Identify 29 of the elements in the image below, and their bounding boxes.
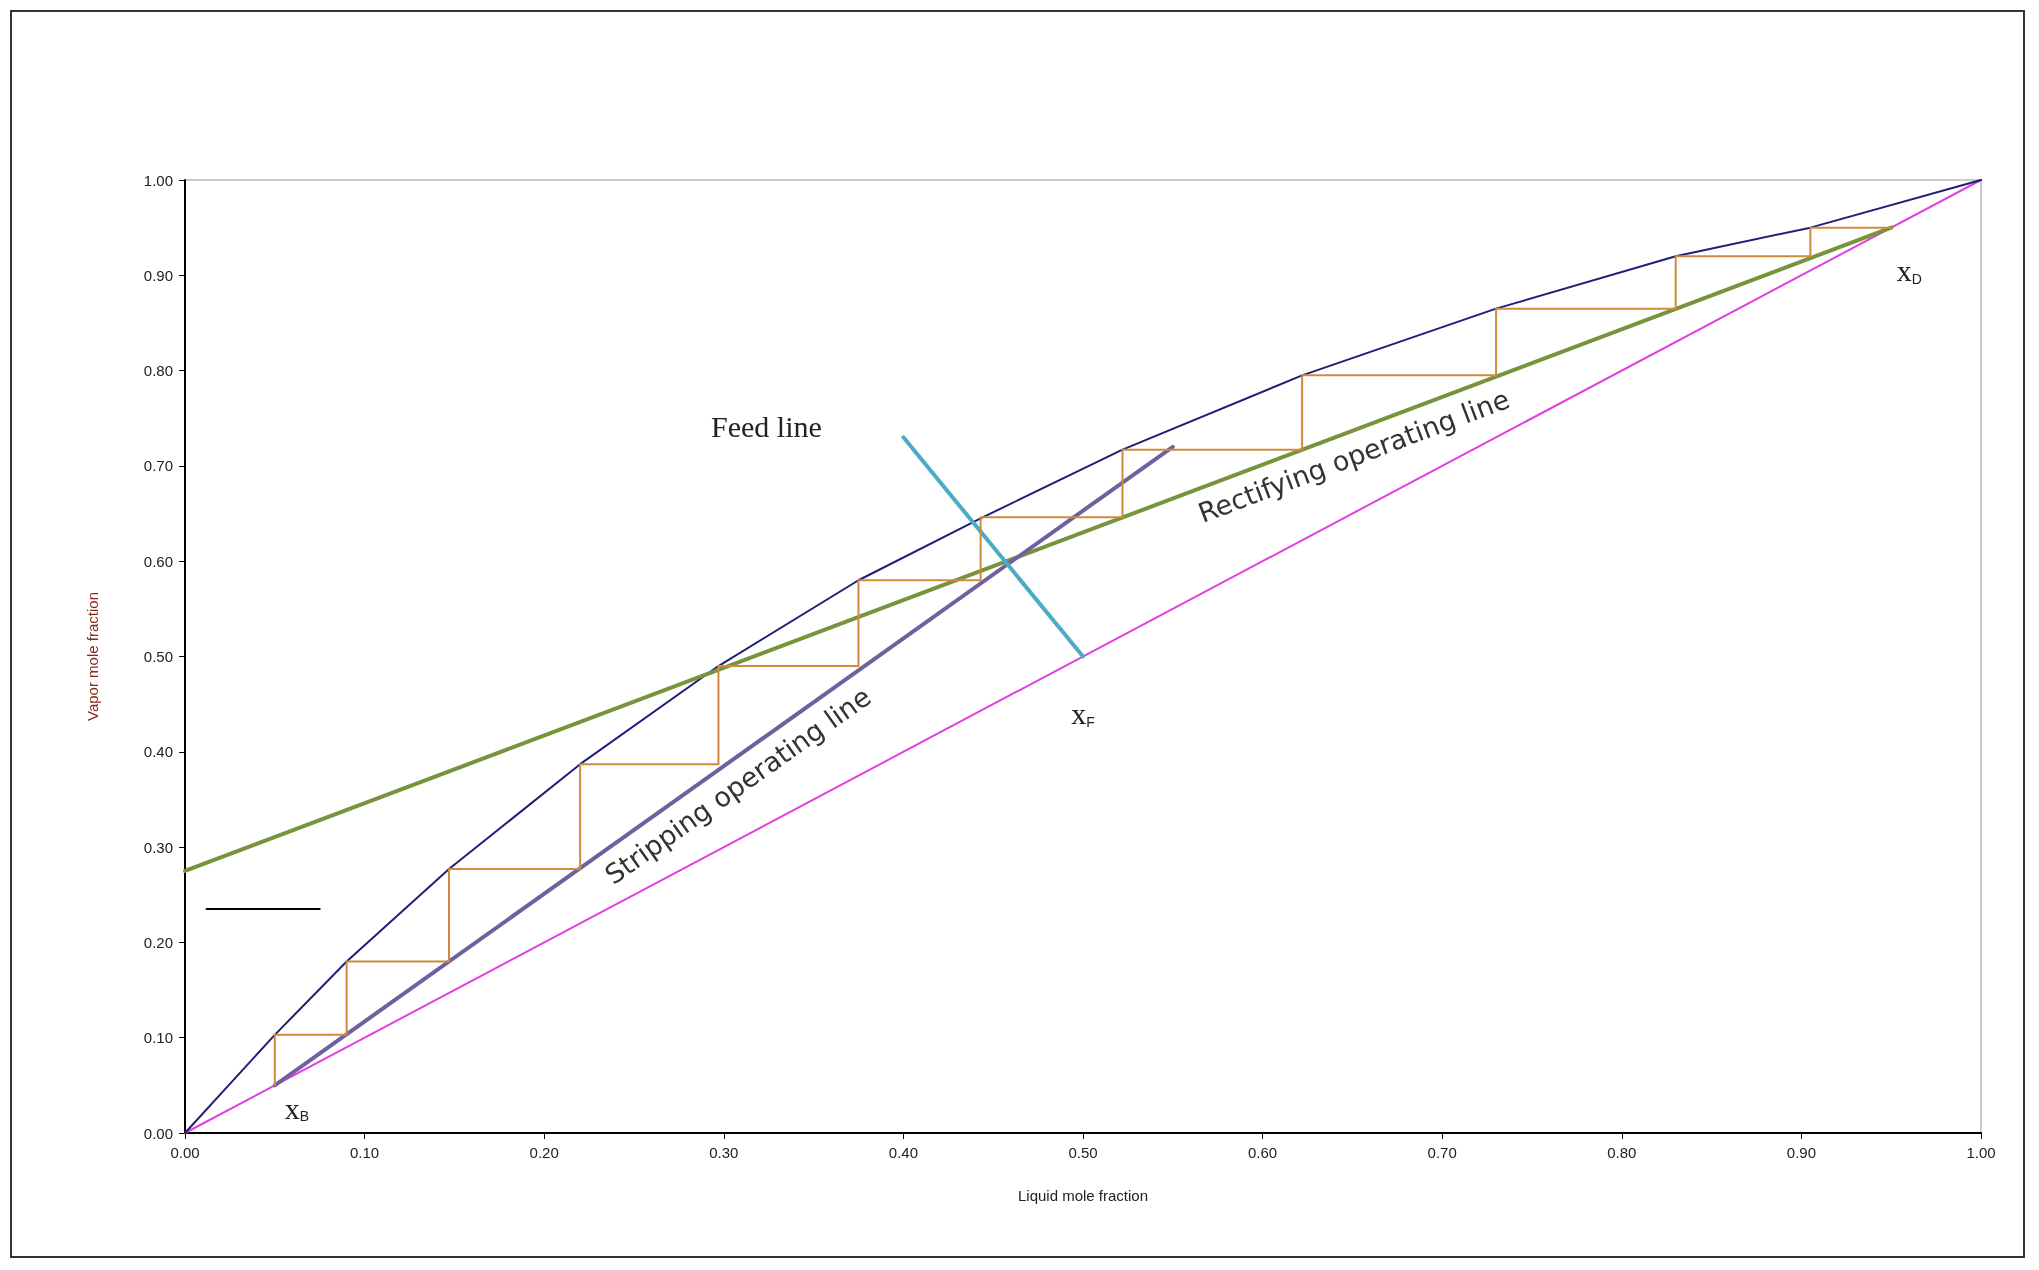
y-tick-label: 0.00 xyxy=(143,1124,173,1142)
x-tick-label: 0.80 xyxy=(1607,1144,1637,1161)
y-tick-label: 0.80 xyxy=(143,362,173,380)
x-tick-label: 0.30 xyxy=(709,1144,739,1161)
line-series xyxy=(273,226,1893,1087)
x-tick-label: 0.40 xyxy=(888,1144,918,1161)
y-tick-label: 1.00 xyxy=(143,171,173,189)
y-tick-label: 0.70 xyxy=(143,457,173,475)
x-tick-label: 0.50 xyxy=(1068,1144,1098,1161)
y-tick-label: 0.90 xyxy=(143,266,173,284)
x-tick-label: 0.10 xyxy=(350,1144,380,1161)
annotation: xB xyxy=(284,1091,309,1125)
y-tick-label: 0.10 xyxy=(143,1029,173,1047)
annotation: xD xyxy=(1896,254,1922,288)
x-tick-label: 0.60 xyxy=(1248,1144,1278,1161)
annotation: xF xyxy=(1071,697,1095,730)
annotation: Feed line xyxy=(710,409,822,443)
y-tick-label: 0.30 xyxy=(143,838,173,856)
x-tick-label: 0.70 xyxy=(1427,1144,1457,1161)
y-tick-label: 0.20 xyxy=(143,933,173,951)
x-tick-label: 0.90 xyxy=(1786,1144,1816,1161)
x-tick-label: 0.00 xyxy=(170,1144,200,1161)
y-tick-label: 0.60 xyxy=(143,552,173,570)
x-axis-title: Liquid mole fraction xyxy=(1017,1187,1149,1204)
x-tick-label: 0.20 xyxy=(529,1144,559,1161)
y-tick-label: 0.40 xyxy=(143,743,173,761)
y-axis-title: Vapor mole fraction xyxy=(84,592,101,721)
x-tick-label: 1.00 xyxy=(1966,1144,1996,1161)
y-tick-label: 0.50 xyxy=(143,648,173,665)
